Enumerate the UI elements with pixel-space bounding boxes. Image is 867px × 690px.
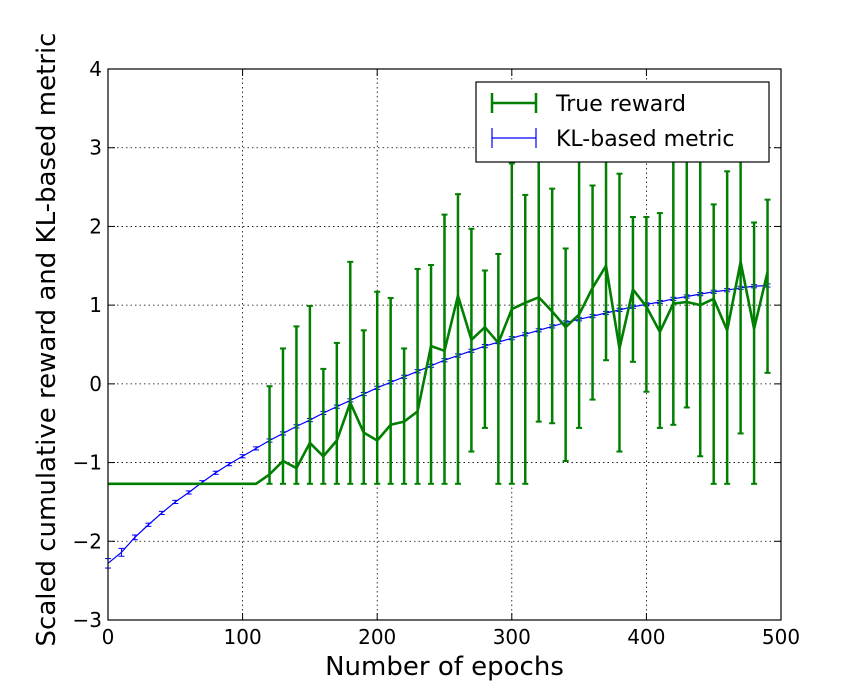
series-layer [105,138,771,569]
legend-swatch-true-reward [490,93,538,113]
y-tick-label: −2 [73,529,102,553]
y-tick-label: 4 [89,57,102,81]
x-tick-label: 500 [762,625,800,649]
y-tick-label: 3 [89,136,102,160]
x-tick-label: 0 [102,625,115,649]
y-tick-label: −1 [73,451,102,475]
legend-swatch-kl-metric [491,128,537,148]
y-tick-label: 0 [89,372,102,396]
y-tick-label: 1 [89,293,102,317]
x-tick-label: 400 [627,625,665,649]
y-tick-label: 2 [89,214,102,238]
x-tick-label: 100 [224,625,262,649]
series-kl-metric [105,283,771,569]
legend: True reward KL-based metric [475,81,770,163]
legend-box [475,81,770,163]
x-tick-label: 300 [493,625,531,649]
x-axis-label: Number of epochs [325,652,564,682]
true-reward-line [108,260,769,486]
x-tick-label: 200 [358,625,396,649]
y-tick-label: −3 [73,608,102,632]
ticks: 0 100 200 300 400 500 −3 −2 −1 0 1 2 3 4 [73,57,801,649]
plot-frame [107,68,782,621]
series-true-reward [108,138,771,486]
legend-label-true-reward: True reward [555,92,686,117]
y-axis-label: Scaled cumulative reward and KL-based me… [32,33,62,647]
kl-metric-line [107,284,768,564]
legend-label-kl-metric: KL-based metric [556,127,734,152]
